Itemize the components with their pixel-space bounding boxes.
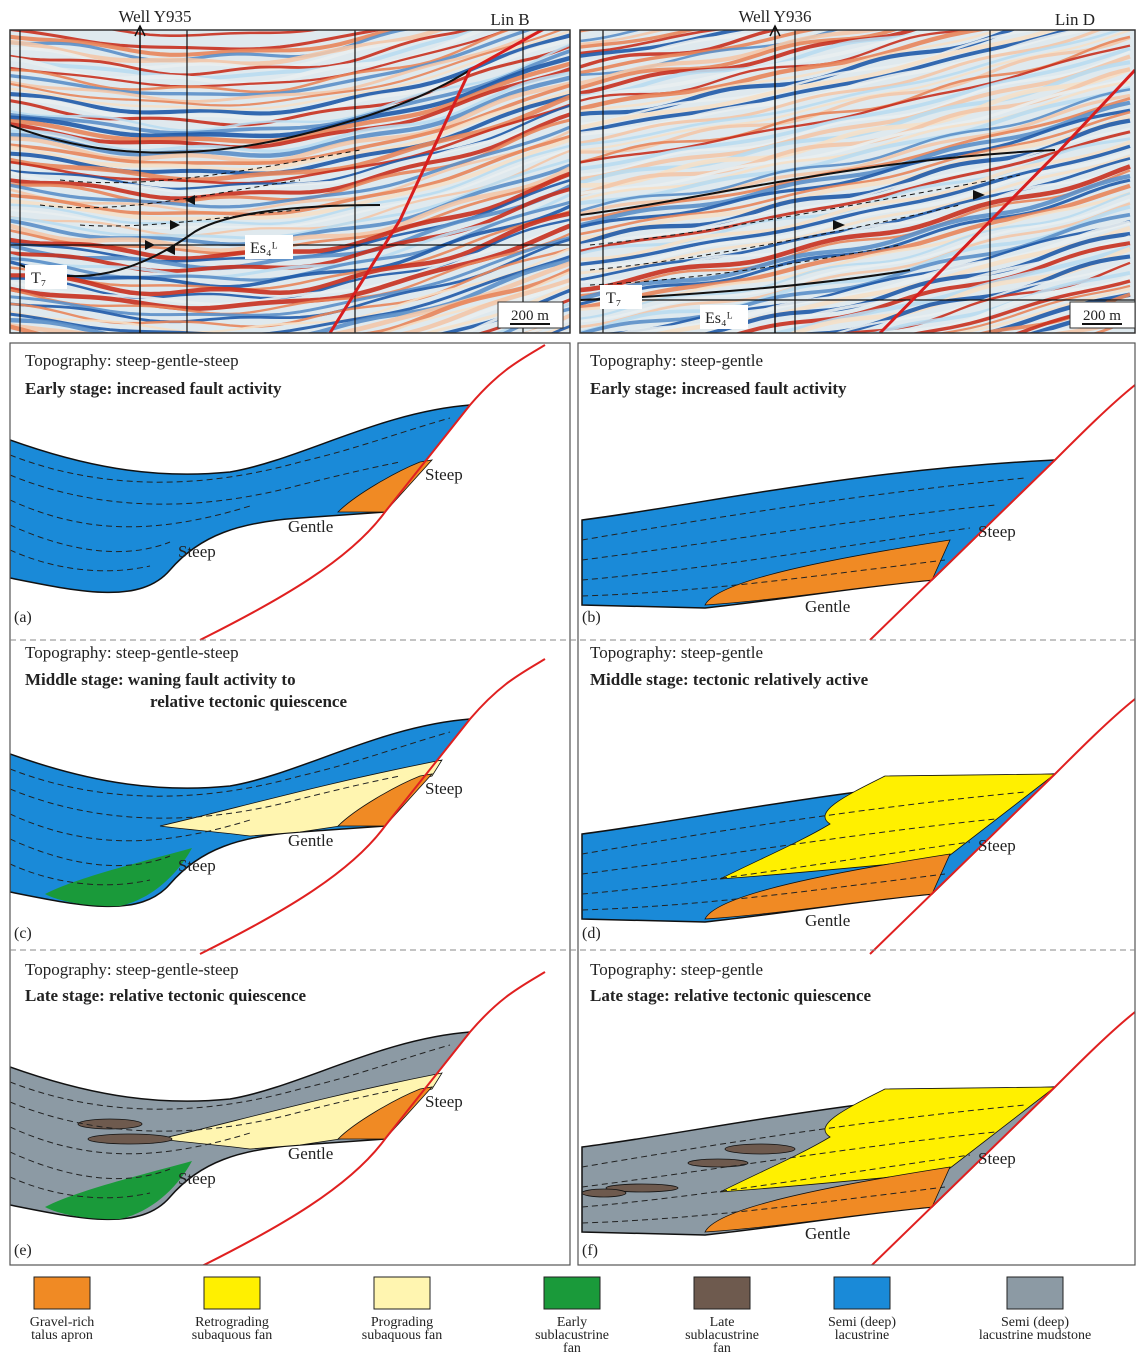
stage: Early stage: increased fault activity [25, 379, 282, 398]
legend-swatch [694, 1277, 750, 1309]
legend-swatch [834, 1277, 890, 1309]
seismic-reflector [580, 0, 1130, 4]
topography: Topography: steep-gentle [590, 643, 763, 662]
horizon-label: T₇ [31, 270, 46, 287]
slope-label: Steep [425, 779, 463, 798]
slope-label: Steep [178, 542, 216, 561]
seismic-reflector [580, 0, 1130, 21]
slope-label: Gentle [805, 597, 850, 616]
scale-label: 200 m [1083, 308, 1121, 324]
well-label: Well Y936 [738, 7, 811, 26]
seismic-reflector [10, 365, 570, 446]
stage: Late stage: relative tectonic quiescence [590, 986, 871, 1005]
panel-letter: (c) [14, 925, 32, 942]
panel [582, 699, 1135, 954]
slope-label: Gentle [288, 1144, 333, 1163]
seismic-reflector [10, 0, 570, 24]
panel [10, 972, 545, 1267]
panel [582, 1012, 1135, 1267]
legend-label: subaquous fan [362, 1328, 443, 1343]
topography: Topography: steep-gentle-steep [25, 351, 239, 370]
topography: Topography: steep-gentle-steep [25, 643, 239, 662]
seismic-reflector [10, 336, 570, 416]
horizon-label: T₇ [606, 290, 621, 307]
seismic-reflector [580, 0, 1130, 8]
late-fan [582, 1189, 626, 1197]
seismic-reflector [10, 336, 570, 419]
slope-label: Steep [425, 1092, 463, 1111]
line-label: Lin D [1055, 10, 1095, 29]
seismic-reflector [580, 319, 1130, 432]
legend-swatch [204, 1277, 260, 1309]
seismic-reflector [10, 0, 570, 3]
figure: Topography: steep-gentle-steep Early stag… [0, 0, 1137, 1360]
topography: Topography: steep-gentle [590, 351, 763, 370]
panel-letter: (b) [582, 609, 601, 626]
legend-label: lacustrine mudstone [979, 1328, 1091, 1343]
unit-label: Es₄ᴸ [250, 240, 278, 257]
seismic-reflector [580, 0, 1130, 30]
stage: Late stage: relative tectonic quiescence [25, 986, 306, 1005]
legend-label: fan [563, 1341, 581, 1356]
seismic-reflector [580, 0, 1130, 31]
panel-letter: (a) [14, 609, 32, 626]
seismic-reflector [10, 0, 570, 10]
seismic-reflector [10, 0, 570, 13]
unit-label: Es₄ᴸ [705, 310, 733, 327]
stage: Early stage: increased fault activity [590, 379, 847, 398]
legend-swatch [34, 1277, 90, 1309]
slope-label: Steep [978, 522, 1016, 541]
panel-letter: (d) [582, 925, 601, 942]
stage: Middle stage: waning fault activity to [25, 670, 296, 689]
slope-label: Gentle [805, 1224, 850, 1243]
slope-label: Gentle [288, 831, 333, 850]
legend-swatch [374, 1277, 430, 1309]
topography: Topography: steep-gentle [590, 960, 763, 979]
seismic-reflector [10, 0, 570, 18]
seismic-right [580, 0, 1135, 440]
slope-label: Steep [978, 1149, 1016, 1168]
panels-right: Topography: steep-gentle Early stage: inc… [582, 351, 1135, 1267]
panel [582, 385, 1135, 640]
late-fan [88, 1134, 172, 1144]
legend-swatch [544, 1277, 600, 1309]
slope-label: Steep [178, 1169, 216, 1188]
late-fan [688, 1159, 748, 1167]
legend-label: subaquous fan [192, 1328, 273, 1343]
seismic-reflector [580, 0, 1130, 11]
seismic-reflector [580, 0, 1130, 17]
slope-label: Steep [978, 836, 1016, 855]
seismic-reflector [10, 0, 570, 31]
panel-letter: (f) [582, 1242, 598, 1259]
slope-label: Steep [425, 465, 463, 484]
well-label: Well Y935 [118, 7, 191, 26]
scale-label: 200 m [511, 308, 549, 324]
stage: relative tectonic quiescence [150, 692, 347, 711]
legend-label: lacustrine [835, 1328, 889, 1343]
slope-label: Gentle [805, 911, 850, 930]
panel-letter: (e) [14, 1242, 32, 1259]
seismic-reflector [580, 0, 1130, 27]
seismic-reflector [10, 0, 570, 28]
slope-label: Steep [178, 856, 216, 875]
stage: Middle stage: tectonic relatively active [590, 670, 869, 689]
panels-left: Topography: steep-gentle-steep Early stag… [10, 345, 545, 1267]
legend-label: talus apron [31, 1328, 93, 1343]
legend-label: fan [713, 1341, 731, 1356]
topography: Topography: steep-gentle-steep [25, 960, 239, 979]
line-label: Lin B [490, 10, 529, 29]
late-fan [725, 1144, 795, 1154]
legend-swatch [1007, 1277, 1063, 1309]
seismic-reflector [10, 360, 570, 444]
slope-label: Gentle [288, 517, 333, 536]
